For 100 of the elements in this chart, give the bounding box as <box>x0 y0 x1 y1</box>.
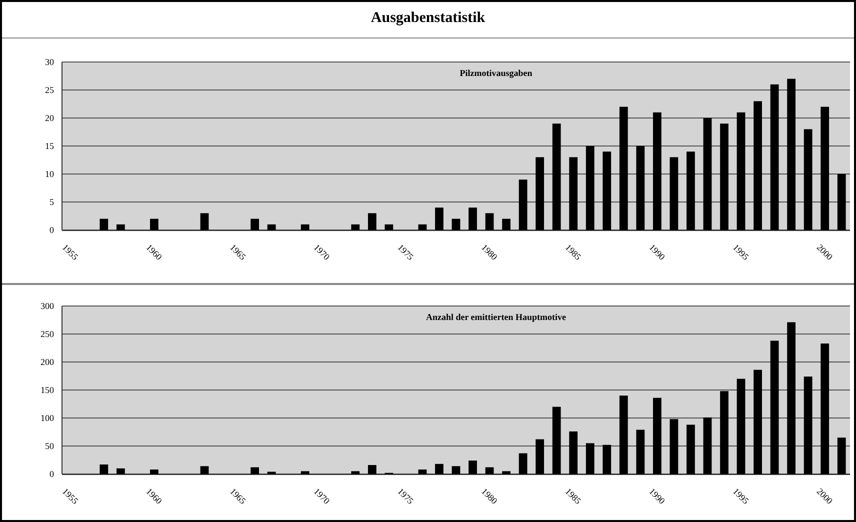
bar <box>569 431 578 474</box>
bar <box>368 213 376 230</box>
bar <box>653 398 662 474</box>
bar <box>351 224 360 230</box>
bar <box>820 344 830 474</box>
bar <box>670 157 678 230</box>
bar <box>670 419 678 474</box>
bar <box>502 218 510 230</box>
bar <box>703 118 712 230</box>
y-tick-label: 10 <box>45 169 54 180</box>
bar <box>703 417 712 474</box>
bar <box>485 467 494 474</box>
bar <box>300 471 310 474</box>
chart-title: Ausgabenstatistik <box>370 10 486 26</box>
bar <box>653 112 662 230</box>
x-tick-label: 1985 <box>563 242 584 262</box>
bar <box>150 218 158 230</box>
bar <box>569 157 578 230</box>
x-tick-label: 1960 <box>144 242 164 262</box>
bar <box>736 378 746 474</box>
x-tick-label: 1995 <box>731 242 752 262</box>
bar <box>787 322 796 474</box>
text: Pilzmotivausgaben <box>460 68 532 78</box>
bar <box>686 152 695 230</box>
bar <box>536 157 544 230</box>
bar <box>300 224 310 230</box>
y-tick-label: 0 <box>50 225 54 236</box>
y-tick-label: 150 <box>40 385 54 396</box>
bar <box>754 370 762 474</box>
y-tick-label: 20 <box>45 113 54 124</box>
bar <box>150 470 158 474</box>
bar <box>485 213 494 230</box>
y-tick-label: 25 <box>45 85 54 96</box>
bar <box>418 224 427 230</box>
bar <box>468 208 477 230</box>
x-tick-label: 1985 <box>563 486 584 506</box>
x-tick-label: 1990 <box>647 486 668 506</box>
bar <box>452 466 460 474</box>
x-tick-label: 1995 <box>731 486 752 506</box>
bar <box>586 146 594 230</box>
bar <box>720 391 728 474</box>
bar <box>250 467 259 474</box>
y-tick-label: 200 <box>40 357 54 368</box>
bar <box>552 406 561 474</box>
bar <box>586 443 594 474</box>
bar <box>435 208 444 230</box>
y-tick-label: 300 <box>40 301 54 312</box>
bar <box>250 218 259 230</box>
bar <box>116 224 125 230</box>
bar <box>200 213 209 230</box>
bar <box>100 218 108 230</box>
bar <box>636 430 645 474</box>
bar <box>754 101 762 230</box>
bar <box>837 174 846 230</box>
bar <box>536 439 544 474</box>
bar <box>720 124 728 230</box>
bar <box>787 78 796 230</box>
bar <box>619 106 628 230</box>
bar <box>636 146 645 230</box>
bar <box>452 218 460 230</box>
bar <box>619 396 628 474</box>
bar <box>200 466 209 474</box>
y-tick-label: 100 <box>40 413 54 424</box>
bar <box>518 453 528 474</box>
bar <box>435 464 444 474</box>
x-tick-label: 1970 <box>312 486 332 506</box>
x-tick-label: 1990 <box>647 242 668 262</box>
bar <box>384 224 394 230</box>
bar <box>351 471 360 474</box>
bar <box>267 224 276 230</box>
y-tick-label: 0 <box>50 469 54 480</box>
text: Anzahl der emittierten Hauptmotive <box>426 312 566 322</box>
y-tick-label: 50 <box>45 441 54 452</box>
y-tick-label: 15 <box>45 141 54 152</box>
x-tick-label: 1975 <box>396 242 416 262</box>
y-tick-label: 30 <box>45 57 54 68</box>
x-tick-label: 1965 <box>228 242 248 262</box>
x-tick-label: 1975 <box>396 486 416 506</box>
y-tick-label: 5 <box>50 197 54 208</box>
x-tick-label: 1970 <box>312 242 332 262</box>
bar <box>518 180 528 230</box>
bar <box>368 465 376 474</box>
bar <box>837 438 846 474</box>
bar <box>820 106 830 230</box>
bar <box>468 460 477 474</box>
bar <box>100 464 108 474</box>
bar <box>804 129 812 230</box>
bar <box>602 444 612 474</box>
bar <box>804 376 812 474</box>
x-tick-label: 1955 <box>60 486 81 506</box>
bar <box>736 112 746 230</box>
x-tick-label: 1980 <box>480 486 500 506</box>
bar <box>686 424 695 474</box>
x-tick-label: 1955 <box>60 242 81 262</box>
bar <box>552 124 561 230</box>
bar <box>770 84 779 230</box>
bar <box>116 468 125 474</box>
bar <box>502 471 510 474</box>
bar <box>602 152 612 230</box>
x-tick-label: 1980 <box>480 242 500 262</box>
